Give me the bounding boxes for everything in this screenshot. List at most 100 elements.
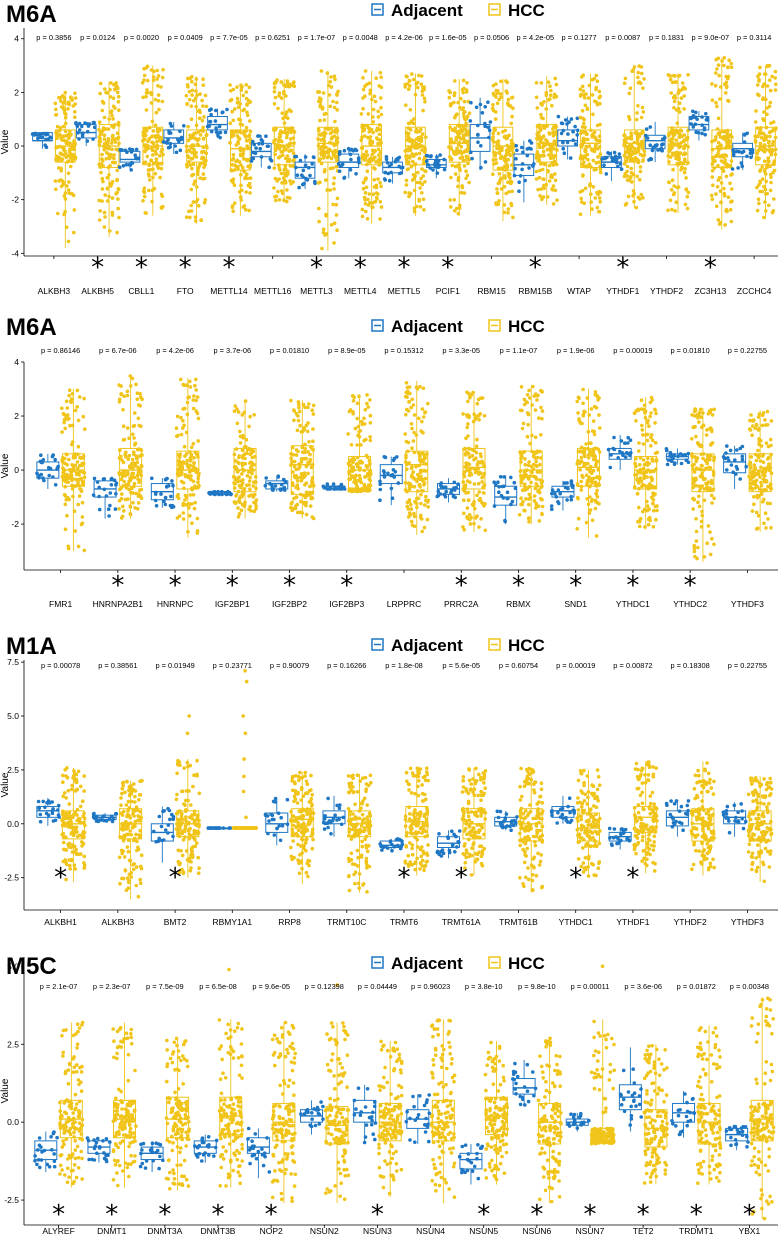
hcc-box-igf2bp1-point: [248, 487, 252, 492]
hcc-box-hnrnpc-point: [182, 444, 187, 449]
hcc-box-mettl5: [403, 72, 428, 216]
adjacent-box-rbmx-point: [512, 480, 517, 485]
hcc-box-wtap-point: [587, 162, 592, 166]
hcc-box-ythdc1-point: [640, 428, 645, 432]
hcc-box-mettl14-point: [248, 119, 252, 123]
hcc-box-lrpprc-point: [421, 415, 426, 419]
adjacent-box-mettl3: [293, 154, 317, 190]
hcc-box-pcif1-point: [461, 78, 466, 83]
hcc-box-alkbh5-point: [110, 213, 115, 217]
adjacent-box-mettl3-point: [297, 185, 301, 190]
adjacent-box-ythdf2: [644, 121, 667, 163]
hcc-box-mettl4-point: [367, 81, 372, 85]
hcc-box-fmr1-point: [74, 483, 79, 488]
hcc-box-mettl5-point: [407, 78, 412, 83]
hcc-box-pcif1-point: [464, 169, 468, 173]
hcc-box-igf2bp1-point: [236, 506, 240, 510]
hcc-box-mettl4-point: [370, 139, 375, 144]
hcc-box-wtap-point: [595, 205, 600, 210]
hcc-box-alkbh3-point: [73, 110, 77, 114]
y-tick-label: 4: [14, 34, 19, 44]
hcc-box-alkbh3-point: [67, 141, 72, 145]
hcc-box-igf2bp2-point: [311, 439, 315, 444]
hcc-box-alkbh3-point: [66, 171, 71, 176]
hcc-box-alkbh5-point: [107, 153, 112, 158]
hcc-box-mettl4-point: [368, 91, 372, 96]
hcc-box-ythdc1-point: [641, 458, 646, 462]
hcc-box-zcchc4-point: [758, 141, 763, 146]
hcc-box-zc3h13-point: [714, 192, 718, 196]
adjacent-box-mettl14-point: [213, 119, 218, 123]
hcc-box-mettl4-point: [373, 149, 378, 153]
hcc-box-hnrnpc-point: [196, 416, 201, 421]
significance-star: *: [441, 253, 454, 283]
hcc-box-mettl3-point: [324, 178, 328, 182]
hcc-box-alkbh5-point: [104, 145, 109, 150]
hcc-box-fto-point: [190, 166, 194, 171]
hcc-box-rbmx-point: [535, 398, 539, 402]
hcc-box-alkbh3-point: [63, 99, 67, 104]
adjacent-box-hnrnpa2b1-point: [107, 514, 111, 518]
hcc-box-zc3h13-point: [715, 184, 720, 189]
hcc-box-rbm15-point: [505, 157, 510, 162]
hcc-box-rbm15-point: [495, 101, 500, 106]
hcc-box-mettl14-point: [241, 93, 245, 98]
adjacent-box-mettl14-point: [221, 110, 225, 114]
hcc-box-ythdf2-point: [680, 165, 684, 170]
hcc-box-mettl4-point: [373, 99, 378, 104]
adjacent-box-mettl14-point: [209, 112, 213, 117]
hcc-box-rbm15-point: [494, 201, 498, 205]
hcc-box-igf2bp2-point: [304, 503, 308, 508]
hcc-box-prrc2a-point: [476, 481, 481, 486]
hcc-box-rbm15-point: [504, 79, 508, 83]
hcc-box-igf2bp3-point: [368, 413, 373, 418]
hcc-box-mettl16-point: [277, 198, 282, 202]
hcc-box-hnrnpc-point: [178, 377, 183, 382]
hcc-box-zcchc4-point: [756, 74, 760, 79]
hcc-box-igf2bp2-point: [294, 467, 299, 472]
hcc-box-lrpprc-point: [412, 484, 417, 489]
hcc-box-hnrnpc-point: [183, 474, 188, 479]
hcc-box-alkbh5-point: [105, 91, 110, 95]
hcc-box-rbm15-point: [493, 117, 498, 121]
hcc-box-mettl5-point: [421, 108, 425, 113]
hcc-box-fmr1-point: [64, 477, 68, 482]
hcc-box-alkbh5-point: [111, 117, 115, 121]
hcc-box-fto-point: [202, 157, 206, 162]
hcc-box-alkbh5-point: [100, 158, 105, 162]
hcc-box-mettl3-point: [320, 246, 324, 251]
hcc-box-igf2bp1-point: [252, 463, 256, 467]
adjacent-box-rbmx-point: [492, 480, 497, 485]
hcc-box-alkbh3-point: [57, 95, 61, 100]
hcc-box-ythdc1-point: [642, 473, 646, 478]
hcc-box-snd1-point: [580, 473, 584, 478]
adjacent-box-rbm15-point: [469, 100, 473, 105]
adjacent-box-ythdf1-point: [612, 150, 617, 155]
hcc-box-mettl4-point: [374, 160, 378, 164]
hcc-box-cbll1-point: [157, 107, 161, 112]
adjacent-box-hnrnpc-point: [166, 484, 171, 488]
hcc-box-ythdf1-point: [625, 164, 630, 169]
adjacent-box-hnrnpc-point: [171, 505, 176, 509]
hcc-box-mettl14-point: [244, 157, 249, 162]
hcc-box-fmr1-point: [67, 416, 71, 421]
hcc-box-mettl5-point: [406, 148, 410, 153]
hcc-box-zcchc4-point: [770, 210, 775, 215]
hcc-box-mettl5-point: [403, 190, 408, 195]
hcc-box-lrpprc-point: [410, 523, 415, 527]
hcc-box-zc3h13-point: [717, 144, 722, 149]
hcc-box-rbmx-point: [533, 408, 538, 412]
hcc-box-snd1-point: [576, 395, 581, 400]
adjacent-box-fto-point: [178, 148, 183, 153]
hcc-box-ythdc1-point: [650, 398, 654, 402]
hcc-box-rbm15b-point: [544, 107, 548, 111]
hcc-box-zcchc4-point: [761, 84, 765, 89]
adjacent-box-mettl5-point: [385, 161, 390, 165]
hcc-box-prrc2a: [461, 390, 488, 533]
hcc-box-mettl3-point: [319, 69, 324, 73]
hcc-box-ythdf2-point: [670, 178, 675, 182]
hcc-box-hnrnpa2b1-point: [137, 478, 142, 482]
hcc-box-alkbh3-point: [55, 136, 59, 141]
